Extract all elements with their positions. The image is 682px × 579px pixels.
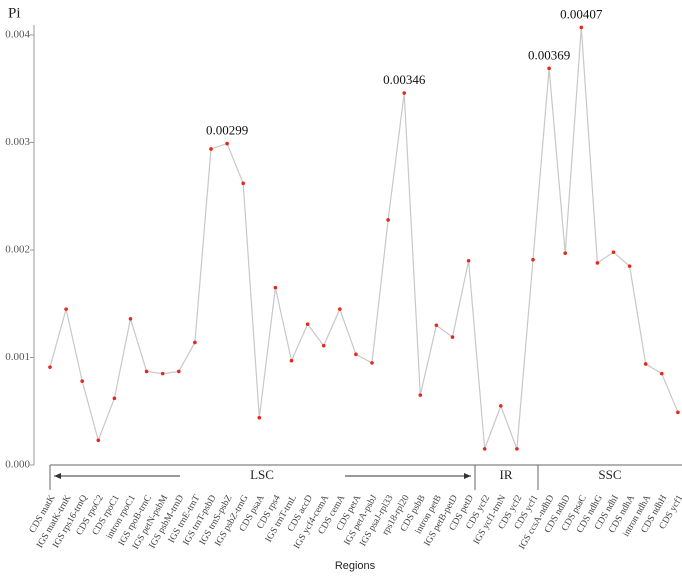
data-point	[354, 352, 358, 357]
y-axis-title: Pi	[8, 5, 21, 21]
region-label: SSC	[598, 467, 621, 482]
arrow-head	[54, 473, 61, 479]
data-point	[177, 369, 181, 374]
value-label: 0.00299	[206, 123, 248, 138]
data-point	[418, 393, 423, 397]
y-tick-label: 0.001	[5, 351, 30, 363]
y-tick-label: 0.000	[5, 459, 30, 471]
value-label: 0.00346	[383, 72, 426, 87]
series-line	[49, 27, 679, 450]
data-point	[676, 410, 680, 415]
data-point	[611, 250, 616, 254]
data-point	[338, 307, 342, 311]
data-point	[579, 25, 584, 30]
data-point	[627, 264, 632, 268]
data-point	[96, 438, 101, 443]
data-point	[482, 447, 487, 451]
region-label: LSC	[250, 467, 274, 482]
data-point	[434, 323, 439, 328]
y-tick-label: 0.003	[5, 136, 30, 148]
value-label: 0.00369	[528, 47, 570, 62]
data-point	[450, 335, 455, 339]
data-point	[499, 404, 503, 408]
data-point	[515, 447, 519, 451]
data-point	[160, 371, 165, 376]
value-label: 0.00407	[560, 6, 603, 21]
data-point	[289, 358, 294, 363]
region-label: IR	[500, 467, 513, 482]
data-point	[643, 362, 648, 366]
data-point	[64, 307, 68, 311]
y-tick-label: 0.002	[5, 244, 30, 256]
data-point	[402, 91, 407, 95]
data-point	[209, 147, 213, 151]
x-axis-title: Regions	[335, 560, 376, 572]
y-tick-label: 0.004	[5, 29, 30, 41]
data-point	[241, 181, 245, 186]
data-point	[660, 371, 664, 376]
data-point	[595, 261, 600, 265]
data-point	[273, 285, 278, 290]
data-point	[466, 258, 471, 263]
data-point	[144, 369, 149, 374]
data-point	[305, 322, 310, 326]
data-point	[225, 141, 229, 146]
data-point	[547, 66, 551, 71]
data-point	[193, 340, 197, 345]
data-point	[48, 365, 52, 369]
data-point	[321, 343, 326, 348]
data-point	[370, 361, 374, 365]
arrow-head	[464, 473, 471, 479]
data-point	[563, 251, 567, 256]
data-point	[386, 218, 390, 222]
data-point	[128, 317, 133, 321]
data-point	[80, 379, 84, 383]
data-point	[112, 396, 117, 401]
data-point	[531, 257, 535, 262]
data-point	[257, 415, 262, 420]
